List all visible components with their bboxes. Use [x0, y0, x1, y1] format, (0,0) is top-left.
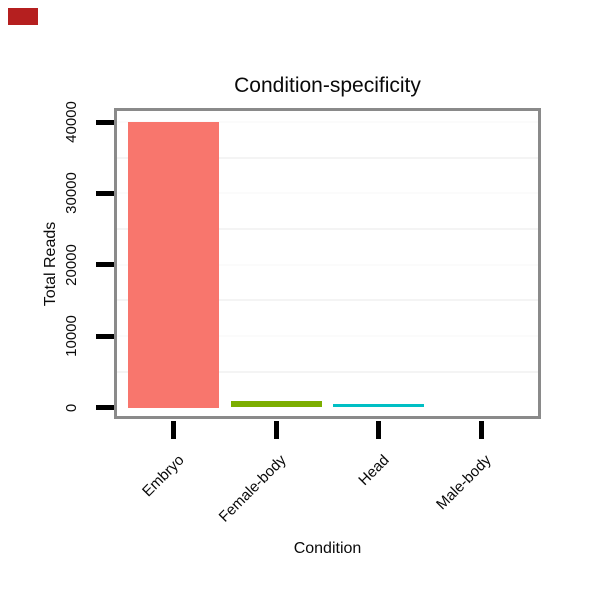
y-tick — [96, 262, 114, 268]
bar-embryo — [128, 122, 219, 408]
recording-indicator — [8, 8, 38, 25]
y-tick — [96, 405, 114, 410]
y-tick — [96, 119, 114, 125]
y-tick — [96, 333, 114, 339]
x-tick-label: Female-body — [215, 451, 290, 526]
y-tick — [96, 190, 114, 196]
x-tick — [171, 421, 176, 439]
minor-gridline — [117, 299, 538, 302]
y-tick-label: 40000 — [63, 101, 80, 143]
x-tick — [376, 421, 381, 439]
major-gridline — [117, 335, 538, 338]
major-gridline — [117, 192, 538, 195]
plot-panel — [114, 108, 541, 419]
bar-female-body — [230, 401, 322, 408]
x-tick-label: Male-body — [433, 451, 495, 514]
y-axis-title: Total Reads — [42, 221, 59, 307]
bar-head — [333, 403, 424, 408]
minor-gridline — [117, 370, 538, 373]
minor-gridline — [117, 228, 538, 231]
chart-title: Condition-specificity — [234, 74, 421, 97]
x-tick — [478, 421, 484, 439]
x-axis-title: Condition — [293, 540, 362, 557]
minor-gridline — [117, 156, 538, 159]
x-tick — [273, 421, 279, 439]
major-gridline — [117, 263, 538, 266]
major-gridline — [117, 121, 538, 123]
